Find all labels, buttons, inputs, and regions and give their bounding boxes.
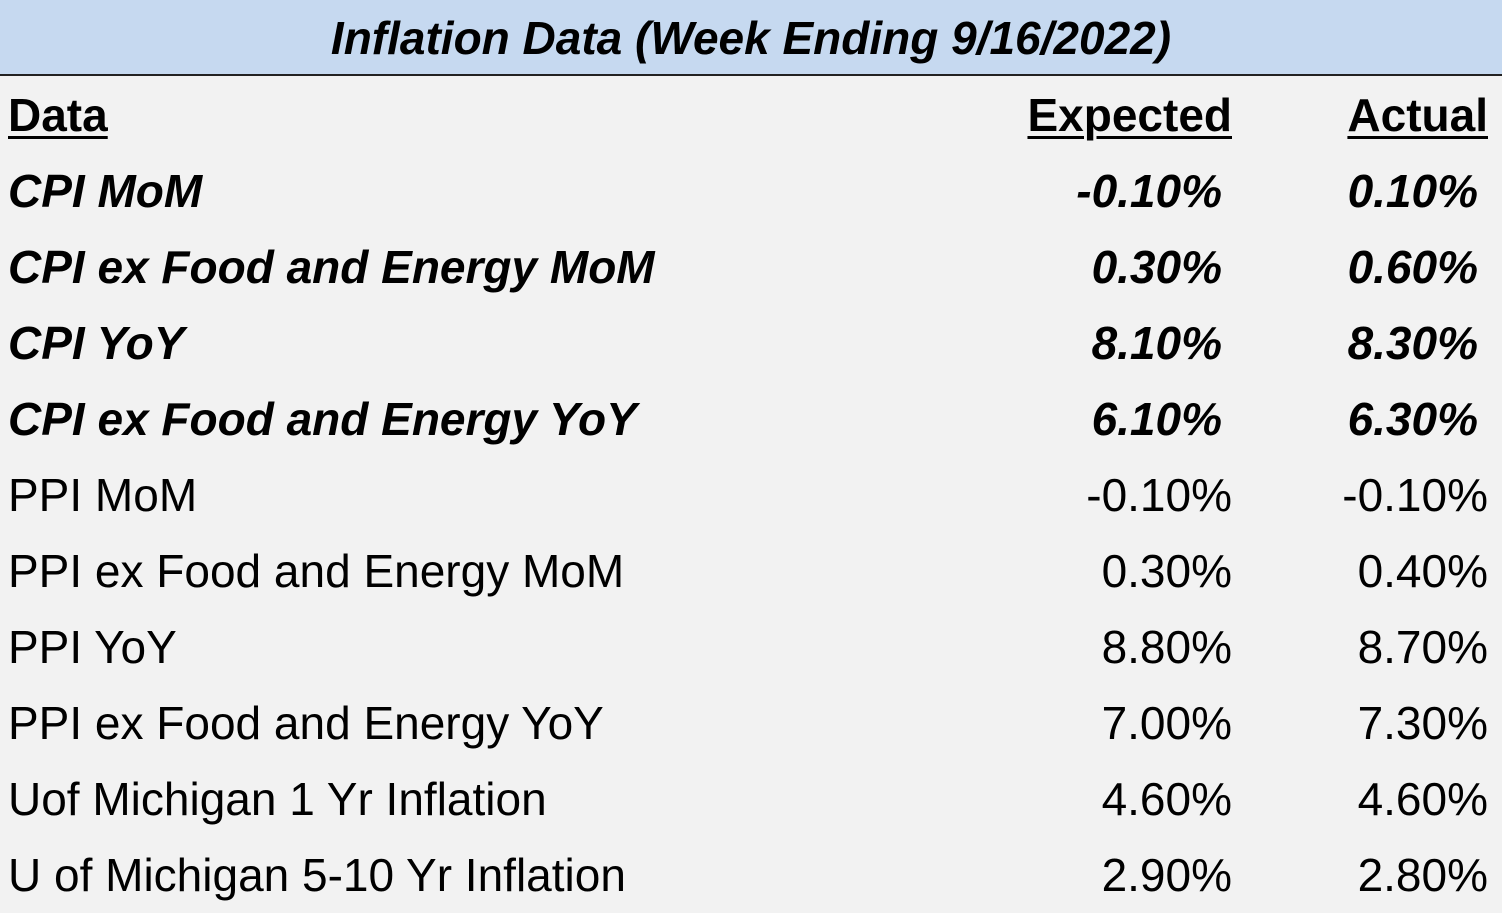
value-cell: 4.60% (1357, 773, 1488, 825)
row-label: PPI YoY (8, 621, 177, 673)
value-cell: 2.90% (1101, 849, 1232, 901)
row-label: CPI ex Food and Energy YoY (8, 393, 637, 445)
value-cell: -0.10% (1086, 469, 1232, 521)
column-header: Actual (1347, 89, 1488, 141)
value-cell: -0.10% (1076, 165, 1222, 217)
column-header: Expected (1027, 89, 1232, 141)
row-label: CPI MoM (8, 165, 203, 217)
value-cell: 0.10% (1347, 165, 1478, 217)
row-label: CPI ex Food and Energy MoM (8, 241, 655, 293)
value-cell: 0.30% (1091, 241, 1222, 293)
value-cell: 8.10% (1091, 317, 1222, 369)
row-label: U of Michigan 5-10 Yr Inflation (8, 849, 626, 901)
value-cell: 2.80% (1357, 849, 1488, 901)
value-cell: 8.80% (1101, 621, 1232, 673)
value-cell: 8.70% (1357, 621, 1488, 673)
row-label: Uof Michigan 1 Yr Inflation (8, 773, 547, 825)
row-label: PPI MoM (8, 469, 198, 521)
value-cell: 8.30% (1347, 317, 1478, 369)
value-cell: 0.30% (1101, 545, 1232, 597)
value-cell: 6.10% (1091, 393, 1222, 445)
row-label: PPI ex Food and Energy YoY (8, 697, 604, 749)
value-cell: -0.10% (1342, 469, 1488, 521)
value-cell: 4.60% (1101, 773, 1232, 825)
value-cell: 7.30% (1357, 697, 1488, 749)
row-label: PPI ex Food and Energy MoM (8, 545, 625, 597)
column-header: Data (8, 89, 108, 141)
value-cell: 0.40% (1357, 545, 1488, 597)
value-cell: 6.30% (1347, 393, 1478, 445)
table-title: Inflation Data (Week Ending 9/16/2022) (330, 12, 1172, 64)
value-cell: 0.60% (1347, 241, 1478, 293)
row-label: CPI YoY (8, 317, 185, 369)
value-cell: 7.00% (1101, 697, 1232, 749)
title-band (0, 0, 1502, 76)
